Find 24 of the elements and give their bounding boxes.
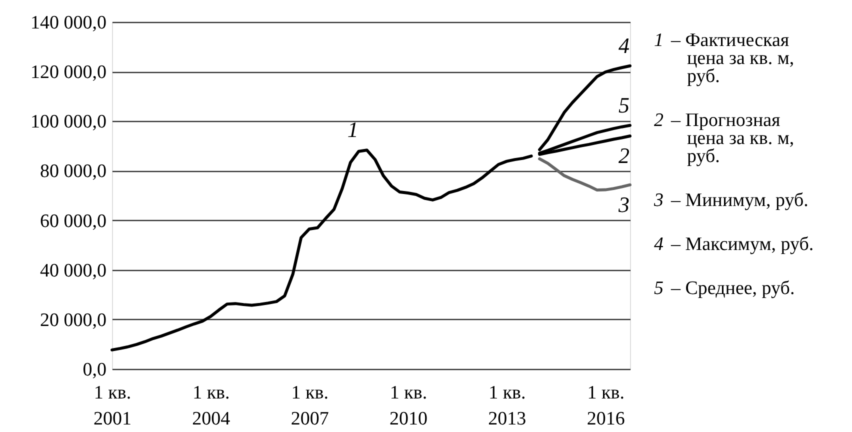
annotation: 5 xyxy=(618,92,630,118)
y-tick-label: 20 000,0 xyxy=(40,310,106,331)
y-tick-label: 60 000,0 xyxy=(40,210,106,232)
x-tick-label: 1 кв. 2004 xyxy=(192,382,231,430)
x-tick-label: 1 кв. 2016 xyxy=(586,382,625,430)
text: 5 – Среднее, руб. xyxy=(654,278,795,299)
text: 3 – Минимум, руб. xyxy=(654,190,808,211)
x-tick-label: 1 кв. 2007 xyxy=(290,382,329,430)
annotation: 4 xyxy=(618,32,630,58)
y-tick-label: 120 000,0 xyxy=(30,62,106,84)
annotation: 1 xyxy=(347,117,358,142)
annotation: 2 xyxy=(618,143,630,168)
text: 4 – Максимум, руб. xyxy=(654,234,814,255)
x-tick-label: 1 кв. 2001 xyxy=(94,382,132,430)
x-tick-label: 1 кв. 2013 xyxy=(488,382,526,430)
y-tick-label: 0,0 xyxy=(82,360,106,380)
annotation: 3 xyxy=(618,192,630,217)
y-tick-label: 80 000,0 xyxy=(40,161,106,182)
y-tick-label: 100 000,0 xyxy=(30,112,106,133)
y-tick-label: 140 000,0 xyxy=(30,12,106,34)
text: 2 – Прогнозная цена за кв. м, руб. xyxy=(654,110,794,167)
text: 1 – Фактическая цена за кв. м, руб. xyxy=(654,30,794,87)
x-tick-label: 1 кв. 2010 xyxy=(390,382,428,430)
y-tick-label: 40 000,0 xyxy=(40,260,106,282)
